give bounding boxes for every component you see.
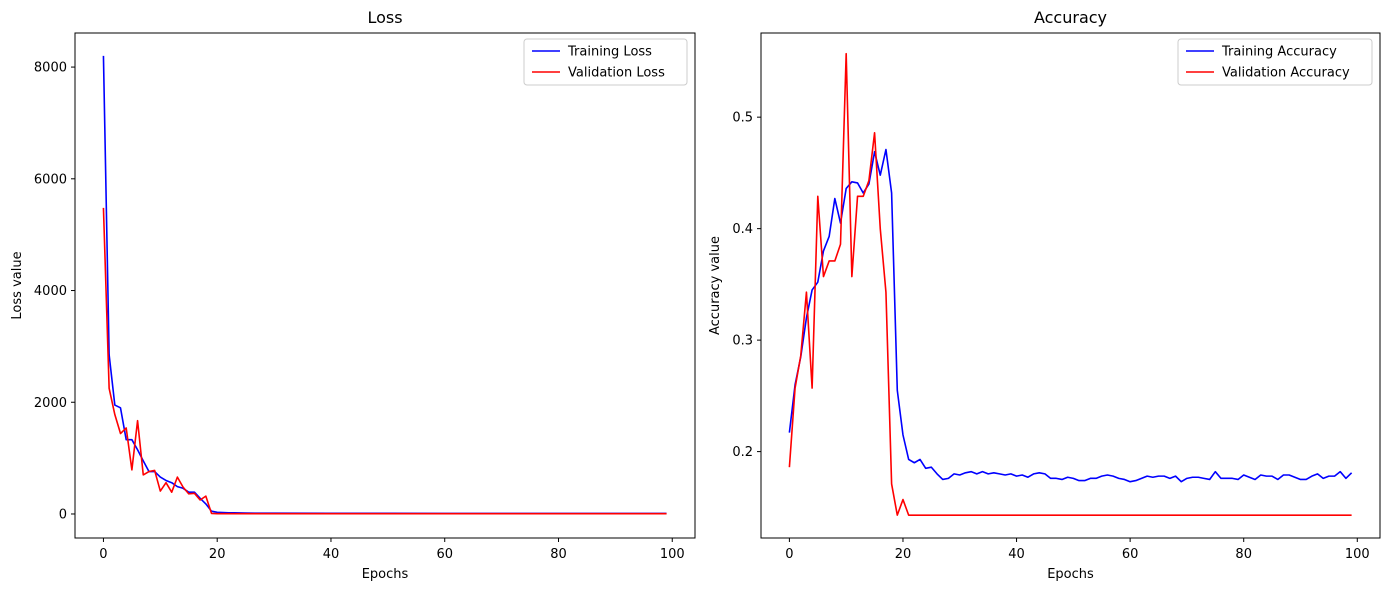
y-tick-label: 0 — [59, 507, 67, 522]
x-tick-label: 0 — [99, 547, 107, 562]
legend-box — [523, 38, 688, 86]
y-axis-label: Loss value — [10, 251, 25, 319]
loss-chart: 0 20 40 60 80 100 0 2000 4000 6000 8000 Loss Epochs L… — [10, 8, 696, 582]
x-tick-label: 60 — [1122, 547, 1139, 562]
y-tick-label: 0.3 — [732, 334, 753, 349]
series-line-validation-loss — [102, 207, 667, 515]
chart-title: Accuracy — [1034, 8, 1107, 27]
x-tick-label: 60 — [436, 547, 453, 562]
x-tick-label: 0 — [785, 547, 793, 562]
legend-label: Training Loss — [567, 45, 652, 60]
series-line-validation-accuracy — [788, 52, 1352, 516]
accuracy-chart: 0 20 40 60 80 100 0.2 0.3 0.4 0.5 Accuracy Epochs Ac… — [708, 8, 1381, 582]
x-tick-label: 100 — [660, 547, 685, 562]
plot-frame — [74, 32, 696, 539]
legend: Training Accuracy Validation Accuracy — [1177, 38, 1373, 86]
y-tick-label: 4000 — [34, 284, 67, 299]
x-tick-label: 40 — [323, 547, 340, 562]
legend: Training Loss Validation Loss — [523, 38, 688, 86]
series-line-training-loss — [102, 55, 667, 515]
chart-title: Loss — [367, 8, 402, 27]
x-tick-label: 20 — [209, 547, 226, 562]
x-tick-label: 80 — [550, 547, 567, 562]
x-tick-label: 100 — [1345, 547, 1370, 562]
x-tick-label: 80 — [1235, 547, 1252, 562]
y-tick-label: 0.2 — [732, 445, 753, 460]
x-tick-label: 40 — [1008, 547, 1025, 562]
y-tick-label: 0.4 — [732, 222, 753, 237]
legend-label: Validation Loss — [568, 66, 665, 81]
legend-label: Training Accuracy — [1221, 45, 1337, 60]
legend-label: Validation Accuracy — [1222, 66, 1350, 81]
y-axis-label: Accuracy value — [708, 236, 723, 335]
x-axis-label: Epochs — [1047, 567, 1094, 582]
y-tick-label: 2000 — [34, 396, 67, 411]
x-tick-label: 20 — [895, 547, 912, 562]
y-tick-label: 0.5 — [732, 111, 753, 126]
x-axis-label: Epochs — [362, 567, 409, 582]
legend-box — [1177, 38, 1373, 86]
y-tick-label: 8000 — [34, 61, 67, 76]
series-line-training-accuracy — [788, 148, 1353, 483]
y-tick-label: 6000 — [34, 172, 67, 187]
plot-frame — [760, 32, 1381, 539]
